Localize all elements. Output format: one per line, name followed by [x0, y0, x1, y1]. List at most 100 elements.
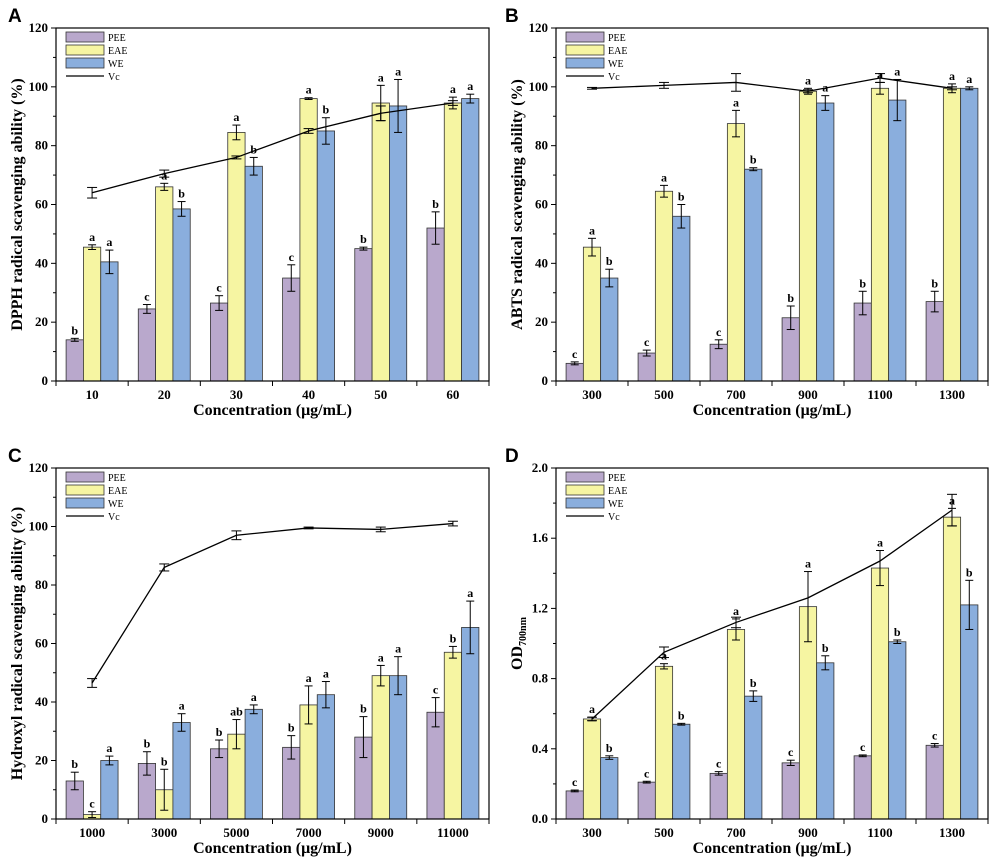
significance-label: a	[467, 586, 473, 600]
bar-pee-500	[637, 781, 656, 820]
bar-we-20	[172, 208, 191, 382]
bar-eae-50	[371, 102, 390, 382]
bar-eae-20	[155, 186, 174, 382]
y-axis-label: OD700nm	[509, 616, 529, 670]
series-line-vc	[591, 509, 953, 720]
legend: PEE EAE WE Vc	[65, 31, 127, 83]
x-tick-label: 1300	[939, 387, 965, 402]
y-tick-label: 100	[29, 79, 49, 94]
bar-pee-20	[137, 308, 156, 382]
panel-label: C	[8, 446, 22, 467]
significance-label: b	[822, 641, 829, 655]
significance-label: a	[949, 69, 955, 83]
x-axis-label: Concentration (μg/mL)	[693, 402, 852, 419]
significance-label: a	[378, 70, 384, 84]
significance-label: a	[894, 64, 900, 78]
significance-label: a	[395, 64, 401, 78]
significance-label: b	[360, 702, 367, 716]
bar-we-1300	[960, 87, 979, 382]
significance-label: c	[89, 797, 95, 811]
significance-label: a	[323, 667, 329, 681]
significance-label: b	[360, 232, 367, 246]
bar-pee-1300	[925, 744, 944, 820]
x-tick-label: 50	[374, 387, 387, 402]
significance-label: b	[678, 708, 685, 722]
x-tick-label: 700	[726, 825, 746, 840]
x-tick-label: 500	[654, 825, 674, 840]
y-tick-label: 120	[29, 460, 49, 475]
bar-pee-900	[781, 762, 800, 820]
x-tick-label: 500	[654, 387, 674, 402]
significance-label: a	[877, 535, 883, 549]
x-tick-label: 300	[582, 825, 602, 840]
significance-label: a	[233, 110, 239, 124]
significance-label: b	[859, 276, 866, 290]
significance-label: b	[178, 187, 185, 201]
significance-label: a	[467, 79, 473, 93]
significance-label: b	[894, 625, 901, 639]
significance-label: c	[289, 250, 295, 264]
significance-label: a	[733, 604, 739, 618]
legend-label: Vc	[108, 72, 120, 83]
bar-pee-1100	[853, 755, 872, 820]
x-tick-label: 10	[86, 387, 99, 402]
y-tick-label: 20	[535, 314, 548, 329]
y-tick-label: 60	[35, 197, 48, 212]
y-tick-label: 120	[29, 20, 49, 35]
significance-label: b	[250, 142, 257, 156]
significance-label: b	[71, 757, 78, 771]
bar-eae-900	[798, 90, 818, 382]
significance-label: a	[89, 230, 95, 244]
y-tick-label: 0.8	[532, 671, 549, 686]
significance-label: b	[750, 153, 757, 167]
bar-eae-300	[582, 246, 602, 382]
series-line-vc	[591, 77, 953, 92]
significance-label: a	[251, 690, 257, 704]
legend-label: Vc	[108, 512, 120, 523]
significance-label: a	[106, 741, 112, 755]
bar-eae-60	[443, 102, 462, 382]
legend-label: Vc	[608, 72, 620, 83]
legend-swatch-pee	[565, 471, 605, 483]
bar-we-30	[244, 165, 263, 382]
x-tick-label: 700	[726, 387, 746, 402]
bar-we-1100	[888, 99, 907, 382]
x-tick-label: 20	[158, 387, 171, 402]
legend-label: PEE	[108, 33, 126, 44]
y-tick-label: 80	[35, 138, 48, 153]
significance-label: a	[179, 699, 185, 713]
x-tick-label: 1300	[939, 825, 965, 840]
y-axis-label: ABTS radical scavenging ability (%)	[509, 79, 526, 330]
x-tick-label: 1100	[867, 825, 892, 840]
y-tick-label: 0.4	[532, 741, 549, 756]
significance-label: b	[750, 676, 757, 690]
x-tick-label: 60	[446, 387, 459, 402]
significance-label: b	[606, 254, 613, 268]
y-tick-label: 0	[542, 373, 549, 388]
legend-swatch-we	[65, 57, 105, 69]
y-tick-label: 20	[35, 314, 48, 329]
y-tick-label: 120	[529, 20, 549, 35]
bar-we-3000	[172, 722, 191, 820]
x-tick-label: 11000	[437, 825, 469, 840]
bar-eae-500	[654, 665, 674, 820]
chart-panel-a: Abcccbbaaaaaaabbbaa020406080100120102030…	[8, 6, 490, 419]
significance-label: a	[966, 72, 972, 86]
y-tick-label: 0.0	[532, 811, 548, 826]
bar-pee-11000	[426, 711, 445, 820]
bar-eae-300	[582, 718, 602, 820]
legend-label: EAE	[608, 46, 627, 57]
legend-label: Vc	[608, 512, 620, 523]
panel-label: B	[505, 6, 519, 27]
bar-pee-300	[565, 362, 584, 382]
significance-label: c	[644, 335, 650, 349]
y-axis-label-text: OD	[509, 646, 526, 670]
y-axis-label-text: Hydroxyl radical scavenging ability (%)	[9, 507, 26, 780]
y-tick-label: 100	[29, 519, 49, 534]
significance-label: b	[288, 721, 295, 735]
significance-label: b	[966, 565, 973, 579]
legend-swatch-eae	[65, 44, 105, 56]
legend-swatch-pee	[65, 31, 105, 43]
